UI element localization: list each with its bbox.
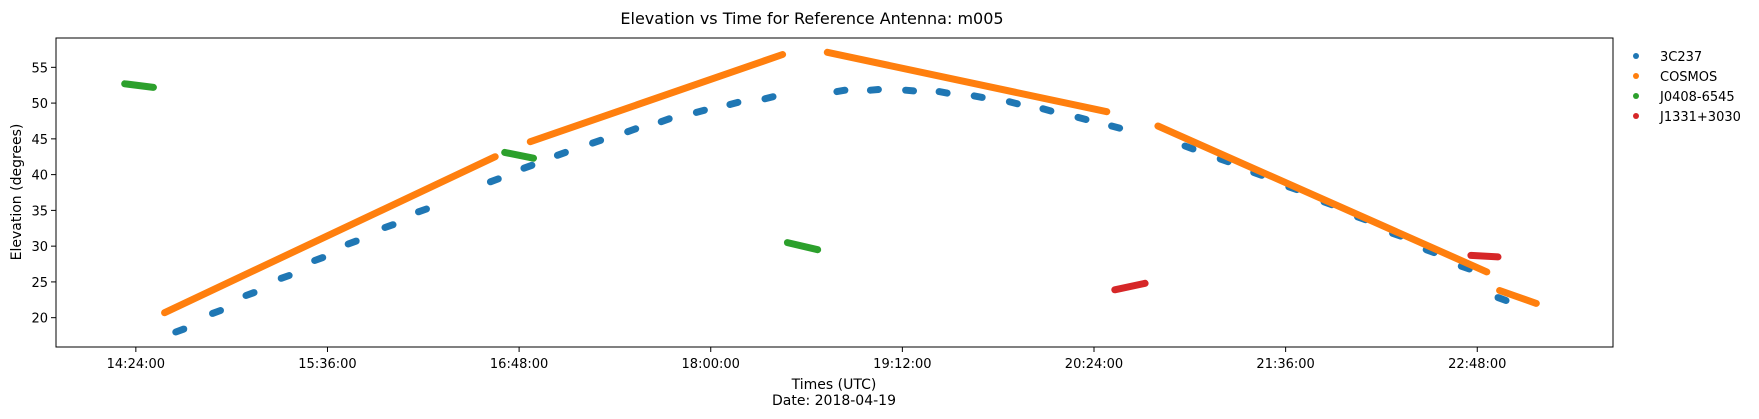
data-segment-j1331-3030-1	[1467, 251, 1502, 261]
y-tick-label-4: 40	[31, 169, 48, 184]
data-segment-j0408-6545-0	[121, 80, 157, 91]
data-segment-3c237-19	[902, 86, 917, 95]
data-segment-3c237-12	[624, 125, 640, 136]
x-tick-label-6: 21:36:00	[1256, 357, 1314, 372]
x-axis-date-label: Date: 2018-04-19	[772, 393, 896, 409]
y-tick-label-1: 25	[31, 276, 48, 291]
data-segment-j1331-3030-0	[1111, 279, 1149, 294]
legend-marker-0	[1633, 53, 1639, 59]
data-segment-3c237-27	[1216, 155, 1232, 166]
legend-marker-2	[1633, 93, 1639, 99]
data-segment-3c237-17	[833, 86, 849, 96]
legend-label-1: COSMOS	[1660, 70, 1717, 85]
legend-marker-3	[1633, 113, 1639, 119]
legend-label-0: 3C237	[1660, 50, 1702, 65]
data-segment-cosmos-0	[161, 153, 499, 317]
legend-marker-1	[1633, 73, 1639, 79]
y-tick-label-5: 45	[31, 133, 48, 148]
x-tick-label-1: 15:36:00	[298, 357, 356, 372]
data-segment-3c237-3	[277, 272, 293, 282]
data-segment-3c237-23	[1039, 105, 1055, 115]
data-segment-3c237-7	[415, 205, 430, 216]
data-segment-3c237-24	[1074, 113, 1090, 123]
legend-label-2: J0408-6545	[1659, 90, 1735, 105]
data-points-layer	[121, 48, 1540, 336]
data-segment-3c237-22	[1005, 98, 1021, 108]
chart-title: Elevation vs Time for Reference Antenna:…	[620, 9, 1003, 28]
data-segment-cosmos-1	[526, 51, 787, 146]
data-segment-3c237-4	[311, 254, 327, 264]
data-segment-3c237-1	[209, 307, 224, 317]
legend-label-3: J1331+3030	[1659, 110, 1741, 125]
data-segment-3c237-0	[172, 325, 188, 336]
data-segment-3c237-9	[520, 161, 536, 172]
data-segment-3c237-8	[486, 175, 502, 186]
data-segment-3c237-6	[381, 221, 397, 231]
data-segment-3c237-14	[692, 106, 708, 116]
data-segment-3c237-26	[1181, 142, 1197, 153]
data-segment-3c237-5	[344, 237, 360, 248]
x-tick-label-5: 20:24:00	[1065, 357, 1123, 372]
data-segment-3c237-25	[1108, 122, 1124, 132]
data-segment-j0408-6545-1	[501, 148, 537, 162]
y-tick-label-3: 35	[31, 204, 48, 219]
x-axis-label: Times (UTC)	[791, 377, 877, 393]
data-segment-3c237-35	[1494, 294, 1510, 304]
data-segment-3c237-11	[589, 136, 605, 147]
data-segment-3c237-13	[657, 115, 673, 126]
x-tick-label-2: 16:48:00	[490, 357, 548, 372]
x-tick-label-4: 19:12:00	[873, 357, 931, 372]
plot-area-frame	[55, 37, 1614, 348]
x-tick-label-0: 14:24:00	[107, 357, 165, 372]
y-tick-label-6: 50	[31, 97, 48, 112]
x-axis-ticks: 14:24:00 15:36:00 16:48:00 18:00:00 19:12:00…	[107, 347, 1506, 372]
x-tick-label-7: 22:48:00	[1448, 357, 1506, 372]
data-segment-3c237-15	[726, 98, 742, 108]
y-axis-label: Elevation (degrees)	[9, 124, 25, 261]
data-segment-3c237-16	[761, 93, 777, 103]
y-axis-ticks: 20 25 30 35 40 45 50 55	[31, 61, 56, 327]
x-tick-label-3: 18:00:00	[682, 357, 740, 372]
data-segment-3c237-33	[1422, 246, 1438, 257]
data-segment-3c237-2	[242, 289, 258, 299]
y-tick-label-7: 55	[31, 61, 48, 76]
y-tick-label-2: 30	[31, 240, 48, 255]
data-segment-cosmos-4	[1496, 287, 1540, 307]
data-segment-3c237-10	[553, 148, 569, 159]
data-segment-3c237-21	[970, 92, 986, 101]
data-segment-3c237-34	[1457, 262, 1473, 273]
data-segment-cosmos-2	[823, 48, 1111, 116]
data-segment-3c237-18	[866, 86, 882, 94]
data-segment-3c237-20	[935, 88, 951, 97]
data-segment-j0408-6545-2	[783, 239, 822, 254]
y-tick-label-0: 20	[31, 312, 48, 327]
data-segment-cosmos-3	[1154, 122, 1491, 276]
legend: 3C237 COSMOS J0408-6545 J1331+3030	[1633, 50, 1741, 125]
